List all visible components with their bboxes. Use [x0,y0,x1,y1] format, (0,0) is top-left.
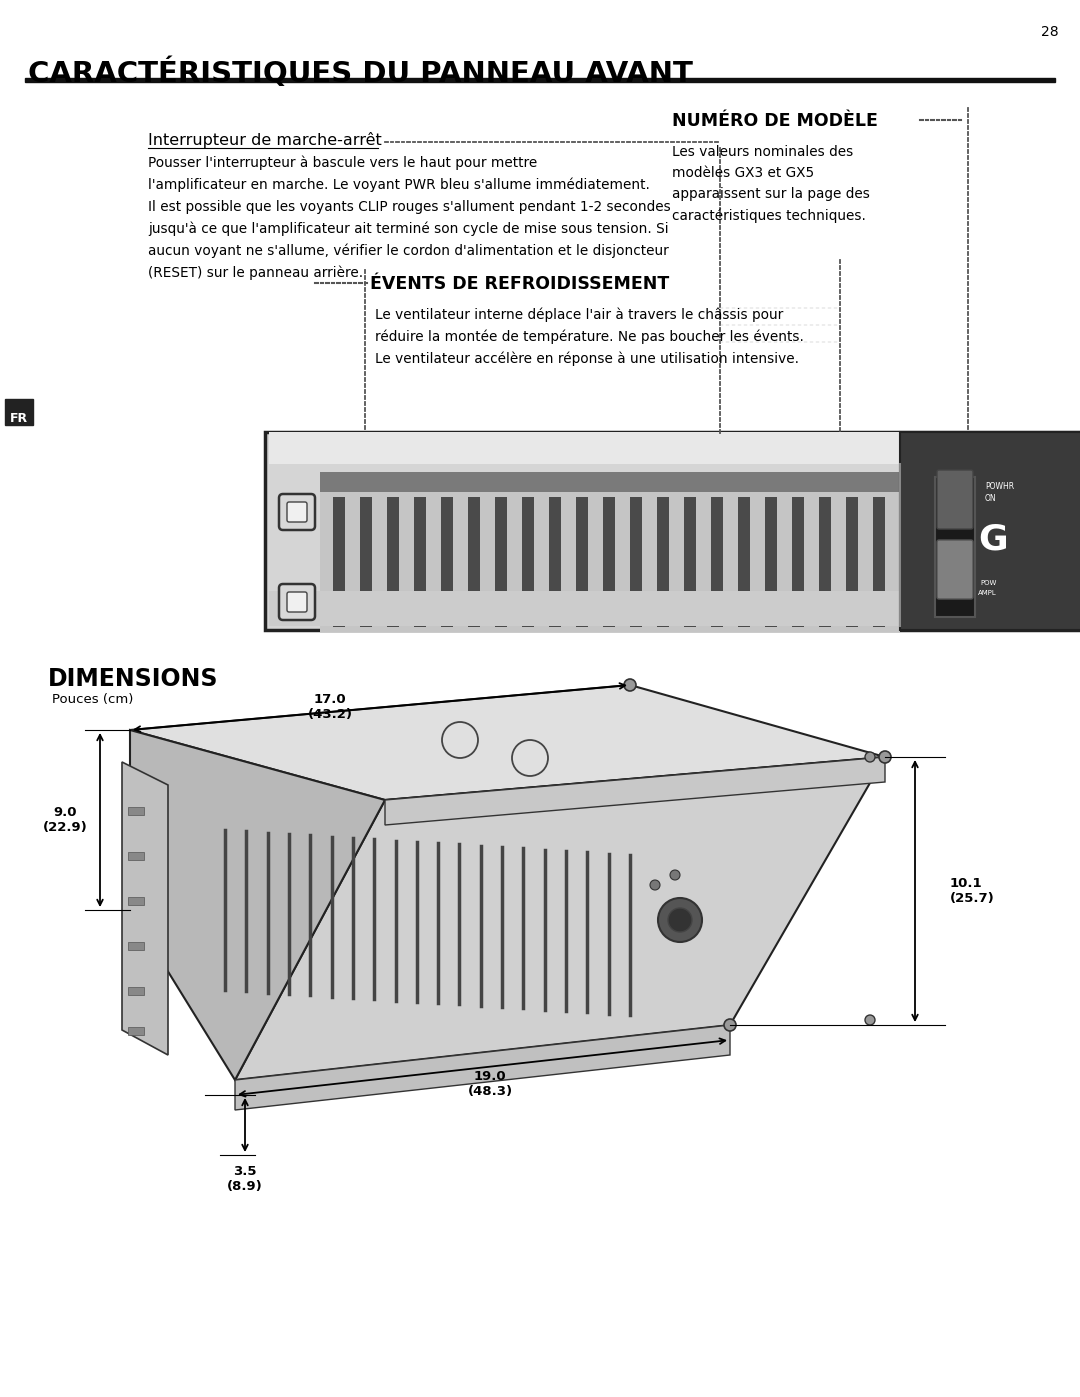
Bar [576,497,588,627]
Bar [129,852,144,861]
Text: ON: ON [985,495,997,503]
Circle shape [658,898,702,942]
Text: POWHR: POWHR [985,482,1014,490]
Bar [360,497,372,627]
Bar [129,988,144,995]
Text: Pouces (cm): Pouces (cm) [52,693,133,705]
Text: Les valeurs nominales des
modèles GX3 et GX5
apparaissent sur la page des
caract: Les valeurs nominales des modèles GX3 et… [672,145,869,224]
Bar [320,492,900,631]
Bar [269,432,1080,464]
Polygon shape [235,757,885,1080]
Text: G: G [978,522,1008,556]
Bar [935,476,975,617]
FancyBboxPatch shape [287,502,307,522]
Text: Le ventilateur interne déplace l'air à travers le châssis pour
réduire la montée: Le ventilateur interne déplace l'air à t… [375,307,804,366]
Bar [441,497,453,627]
Text: DIMENSIONS: DIMENSIONS [48,666,218,692]
Text: 10.1
(25.7): 10.1 (25.7) [950,877,995,905]
Bar [129,1027,144,1035]
Polygon shape [235,1025,730,1111]
Text: AMPL: AMPL [978,590,997,597]
Bar [129,942,144,950]
Circle shape [624,679,636,692]
Polygon shape [130,685,885,800]
Bar [738,497,750,627]
Circle shape [670,870,680,880]
Bar [468,497,480,627]
Circle shape [865,752,875,761]
Bar [5,400,33,425]
Text: CARACTÉRISTIQUES DU PANNEAU AVANT: CARACTÉRISTIQUES DU PANNEAU AVANT [28,59,693,88]
Text: NUMÉRO DE MODÈLE: NUMÉRO DE MODÈLE [672,112,878,130]
FancyBboxPatch shape [279,584,315,620]
Bar [792,497,804,627]
Polygon shape [122,761,168,1055]
Bar [522,497,534,627]
Bar [333,497,345,627]
Bar [846,497,858,627]
Bar [414,497,426,627]
Circle shape [865,1016,875,1025]
Bar [495,497,507,627]
FancyBboxPatch shape [287,592,307,612]
Polygon shape [384,757,885,826]
Bar [711,497,723,627]
Text: ÉVENTS DE REFROIDISSEMENT: ÉVENTS DE REFROIDISSEMENT [370,275,670,293]
Text: Interrupteur de marche-arrêt: Interrupteur de marche-arrêt [148,131,381,148]
Text: 9.0
(22.9): 9.0 (22.9) [42,806,87,834]
Bar [269,591,1080,626]
Bar [900,432,1080,630]
Bar [549,497,561,627]
Text: 17.0
(43.2): 17.0 (43.2) [308,693,352,721]
Bar [819,497,831,627]
Circle shape [724,1018,735,1031]
FancyBboxPatch shape [937,469,973,529]
Text: POW: POW [980,580,997,585]
Text: 19.0
(48.3): 19.0 (48.3) [468,1070,513,1098]
Bar [129,807,144,814]
Circle shape [669,908,692,932]
Text: 3.5
(8.9): 3.5 (8.9) [227,1165,262,1193]
Text: 28: 28 [1041,25,1058,39]
Bar [320,472,900,492]
Bar [603,497,615,627]
Bar [129,897,144,905]
FancyBboxPatch shape [937,541,973,599]
Text: Pousser l'interrupteur à bascule vers le haut pour mettre
l'amplificateur en mar: Pousser l'interrupteur à bascule vers le… [148,156,671,279]
Bar [25,78,1055,82]
Polygon shape [130,731,384,1080]
Bar [684,497,696,627]
FancyBboxPatch shape [279,495,315,529]
Circle shape [650,880,660,890]
Text: FR: FR [10,412,28,425]
Bar [630,497,642,627]
Circle shape [879,752,891,763]
Bar [765,497,777,627]
Bar [657,497,669,627]
Bar [265,432,1080,630]
Bar [873,497,885,627]
Bar [387,497,399,627]
